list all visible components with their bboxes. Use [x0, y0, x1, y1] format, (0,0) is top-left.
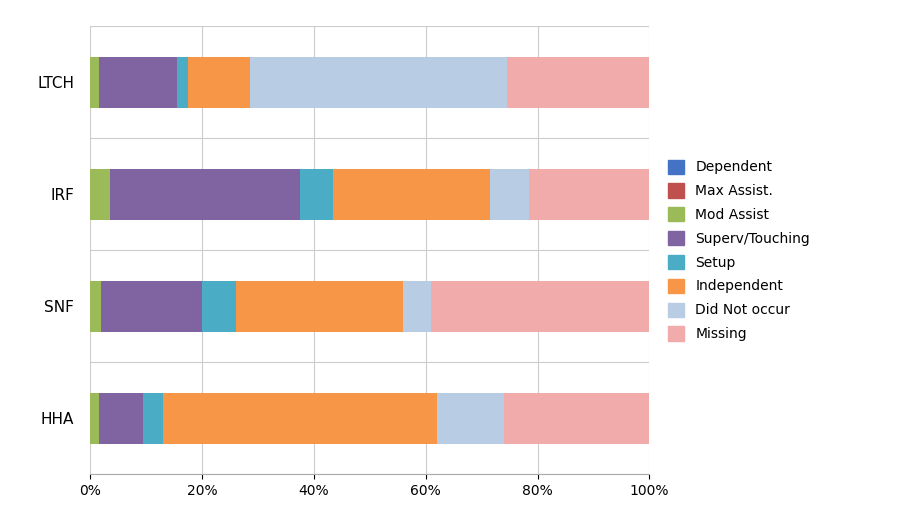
Legend: Dependent, Max Assist., Mod Assist, Superv/Touching, Setup, Independent, Did Not: Dependent, Max Assist., Mod Assist, Supe… [662, 154, 815, 347]
Bar [507, 57, 649, 108]
Bar [90, 169, 110, 220]
Bar [235, 281, 403, 331]
Bar [299, 169, 334, 220]
Bar [189, 57, 250, 108]
Bar [334, 169, 490, 220]
Bar [143, 393, 163, 444]
Bar [177, 57, 189, 108]
Bar [504, 393, 649, 444]
Bar [529, 169, 649, 220]
Bar [431, 281, 649, 331]
Bar [437, 393, 504, 444]
Bar [101, 281, 202, 331]
Bar [90, 393, 98, 444]
Bar [98, 393, 143, 444]
Bar [163, 393, 437, 444]
Bar [90, 281, 101, 331]
Bar [490, 169, 529, 220]
Bar [202, 281, 235, 331]
Bar [90, 57, 98, 108]
Bar [110, 169, 299, 220]
Bar [98, 57, 177, 108]
Bar [403, 281, 431, 331]
Bar [250, 57, 507, 108]
